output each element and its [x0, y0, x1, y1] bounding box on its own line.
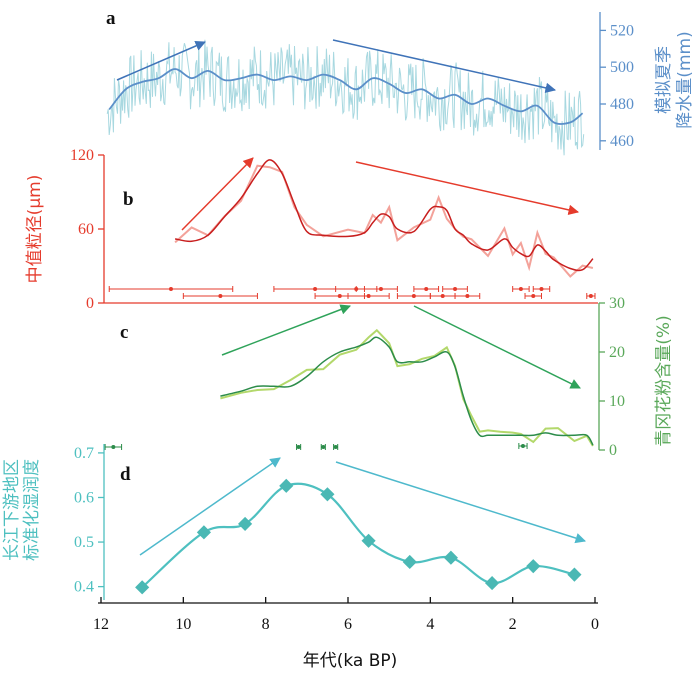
age-control-d-point — [111, 445, 116, 449]
y-axis-right-a: 460 480 500 520 — [599, 12, 634, 150]
age-control-b-point — [539, 287, 544, 291]
series-d-point — [320, 487, 335, 502]
panel-label-c: c — [120, 322, 128, 343]
y-axis-c-tick-label: 0 — [609, 442, 617, 459]
panel-b-grain-size: b 0 60 120 中值粒径(μm) — [25, 147, 598, 312]
age-controls-d — [104, 444, 339, 450]
x-axis-tick-label: 12 — [93, 616, 109, 633]
age-controls-c — [518, 443, 528, 449]
series-c-raw-line — [220, 328, 594, 447]
y-axis-title-c: 青冈花粉含量(%) — [654, 315, 674, 446]
y-axis-c-tick-label: 20 — [609, 344, 625, 361]
series-b-smoothed-line — [174, 159, 594, 272]
y-axis-c-tick-label: 30 — [609, 295, 625, 312]
age-control-b-point — [313, 287, 318, 291]
y-axis-left-b: 0 60 120 — [70, 147, 598, 312]
age-control-d-point — [321, 445, 326, 449]
x-axis-tick-label: 4 — [426, 616, 434, 633]
age-control-b-point — [218, 294, 223, 298]
age-control-b-point — [378, 287, 383, 291]
y-axis-title-b: 中值粒径(μm) — [25, 175, 45, 284]
age-control-b-point — [168, 287, 173, 291]
y-axis-c-tick-label: 10 — [609, 393, 625, 410]
age-control-d-point — [296, 445, 301, 449]
panel-c-pollen: c 0 10 20 30 青冈花粉含量(%) — [120, 295, 674, 459]
y-axis-a-tick-label: 500 — [610, 59, 634, 76]
y-axis-right-c: 0 10 20 30 — [598, 295, 625, 459]
y-axis-d-tick-label: 0.6 — [74, 489, 94, 506]
y-axis-b-tick-label: 120 — [70, 147, 94, 164]
age-control-b-point — [424, 287, 429, 291]
panel-d-moisture: d 0.4 0.5 0.6 0.7 长江下游地区 标准化湿润度 — [2, 444, 587, 600]
x-axis-tick-label: 2 — [509, 616, 517, 633]
series-d-markers — [135, 478, 582, 595]
y-axis-title-d-part2: 标准化湿润度 — [22, 459, 42, 561]
y-axis-b-tick-label: 60 — [78, 221, 94, 238]
y-axis-d-tick-label: 0.7 — [74, 445, 94, 462]
age-control-c-point — [520, 444, 525, 448]
age-control-b-point — [453, 287, 458, 291]
series-d-point — [443, 550, 458, 565]
series-b-raw-line — [174, 164, 594, 278]
age-control-b-point — [588, 294, 593, 298]
x-axis-age: 12 10 8 6 4 2 0 — [93, 597, 599, 633]
series-d-point — [196, 525, 211, 540]
series-d-point — [526, 559, 541, 574]
trend-arrow-c-rising — [221, 304, 351, 356]
panel-label-d: d — [120, 464, 131, 485]
trend-arrow-a-falling — [332, 39, 557, 94]
age-control-b-point — [518, 287, 523, 291]
age-controls-b — [108, 286, 596, 299]
series-d-point — [402, 554, 417, 570]
series-d-point — [135, 580, 150, 595]
age-control-b-point — [366, 294, 371, 298]
series-a-raw-line — [106, 39, 585, 156]
series-d-point — [361, 533, 376, 548]
series-b-smoothed — [174, 159, 594, 272]
y-axis-left-d: 0.4 0.5 0.6 0.7 — [74, 444, 105, 600]
series-c-raw — [220, 328, 594, 447]
age-control-d-point — [333, 445, 338, 449]
y-axis-a-tick-label: 520 — [610, 22, 634, 39]
y-axis-d-tick-label: 0.5 — [74, 534, 94, 551]
y-axis-d-tick-label: 0.4 — [74, 579, 94, 596]
series-a-smoothed-line — [108, 68, 584, 125]
age-control-b-point — [440, 294, 445, 298]
trend-arrow-d-rising — [139, 457, 281, 556]
trend-arrow-b-falling — [355, 161, 580, 216]
age-control-b-point — [465, 294, 470, 298]
series-c-smoothed-line — [220, 336, 594, 446]
y-axis-title-a: 模拟夏季 — [654, 46, 674, 114]
series-d-point — [279, 478, 294, 493]
series-d-point — [485, 576, 500, 591]
x-axis-tick-label: 0 — [591, 616, 599, 633]
panel-a-precipitation: a 460 480 500 520 模拟夏季 降水量(mm) — [106, 8, 695, 156]
series-a-raw-noise — [106, 39, 585, 156]
trend-arrow-b-rising — [181, 157, 254, 231]
y-axis-a-tick-label: 460 — [610, 133, 634, 150]
x-axis-tick-label: 10 — [175, 616, 191, 633]
trend-arrow-a-rising — [116, 40, 206, 81]
y-axis-b-tick-label: 0 — [86, 295, 94, 312]
trend-arrow-d-falling — [335, 461, 587, 544]
series-b-raw — [174, 164, 594, 278]
series-c-smoothed — [220, 336, 594, 446]
series-d-point — [567, 567, 582, 582]
age-control-b-point — [354, 287, 359, 291]
age-control-b-point — [531, 294, 536, 298]
panel-label-a: a — [106, 8, 116, 29]
y-axis-title-a-part2: 降水量(mm) — [675, 31, 695, 128]
y-axis-title-d: 长江下游地区 — [2, 459, 22, 561]
age-control-b-point — [411, 294, 416, 298]
series-a-smoothed — [108, 68, 584, 125]
x-axis-tick-label: 6 — [344, 616, 352, 633]
age-control-b-point — [337, 294, 342, 298]
x-axis-tick-label: 8 — [262, 616, 270, 633]
trend-arrow-c-falling — [413, 305, 581, 389]
y-axis-a-tick-label: 480 — [610, 96, 634, 113]
x-axis-title: 年代(ka BP) — [303, 651, 398, 671]
series-d-point — [238, 516, 253, 531]
panel-label-b: b — [123, 189, 134, 210]
